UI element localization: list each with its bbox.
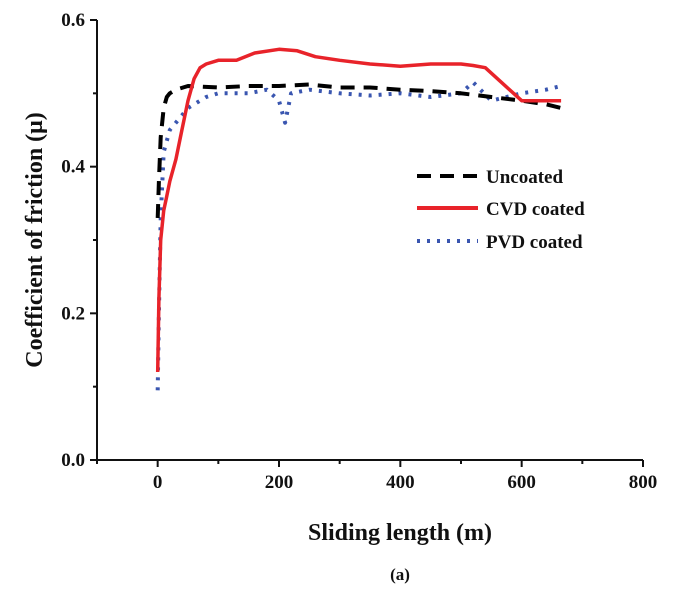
- x-tick-label: 0: [153, 472, 163, 493]
- series-line-uncoated: [155, 82, 562, 219]
- legend-label-cvd: CVD coated: [486, 199, 585, 220]
- series-line-cvd-coated: [155, 47, 562, 373]
- x-tick-label: 800: [629, 472, 658, 493]
- series-line-pvd-coated: [155, 80, 562, 391]
- legend-label-uncoated: Uncoated: [486, 167, 563, 188]
- y-tick-label: 0.0: [61, 450, 85, 471]
- legend-label-pvd: PVD coated: [486, 232, 583, 253]
- x-tick-label: 200: [265, 472, 294, 493]
- tick-group: 0 200 400 600 800 0.0 0.2 0.4 0.6: [61, 10, 657, 493]
- y-axis-title: Coefficient of friction (μ): [22, 112, 48, 368]
- y-tick-label: 0.6: [61, 10, 85, 31]
- x-axis-title: Sliding length (m): [308, 520, 492, 546]
- y-tick-label: 0.4: [61, 157, 85, 178]
- x-tick-label: 600: [507, 472, 536, 493]
- x-tick-label: 400: [386, 472, 415, 493]
- figure-caption: (a): [390, 565, 410, 584]
- legend: Uncoated CVD coated PVD coated: [417, 167, 585, 253]
- y-tick-label: 0.2: [61, 303, 85, 324]
- plot-series-group: [155, 47, 562, 391]
